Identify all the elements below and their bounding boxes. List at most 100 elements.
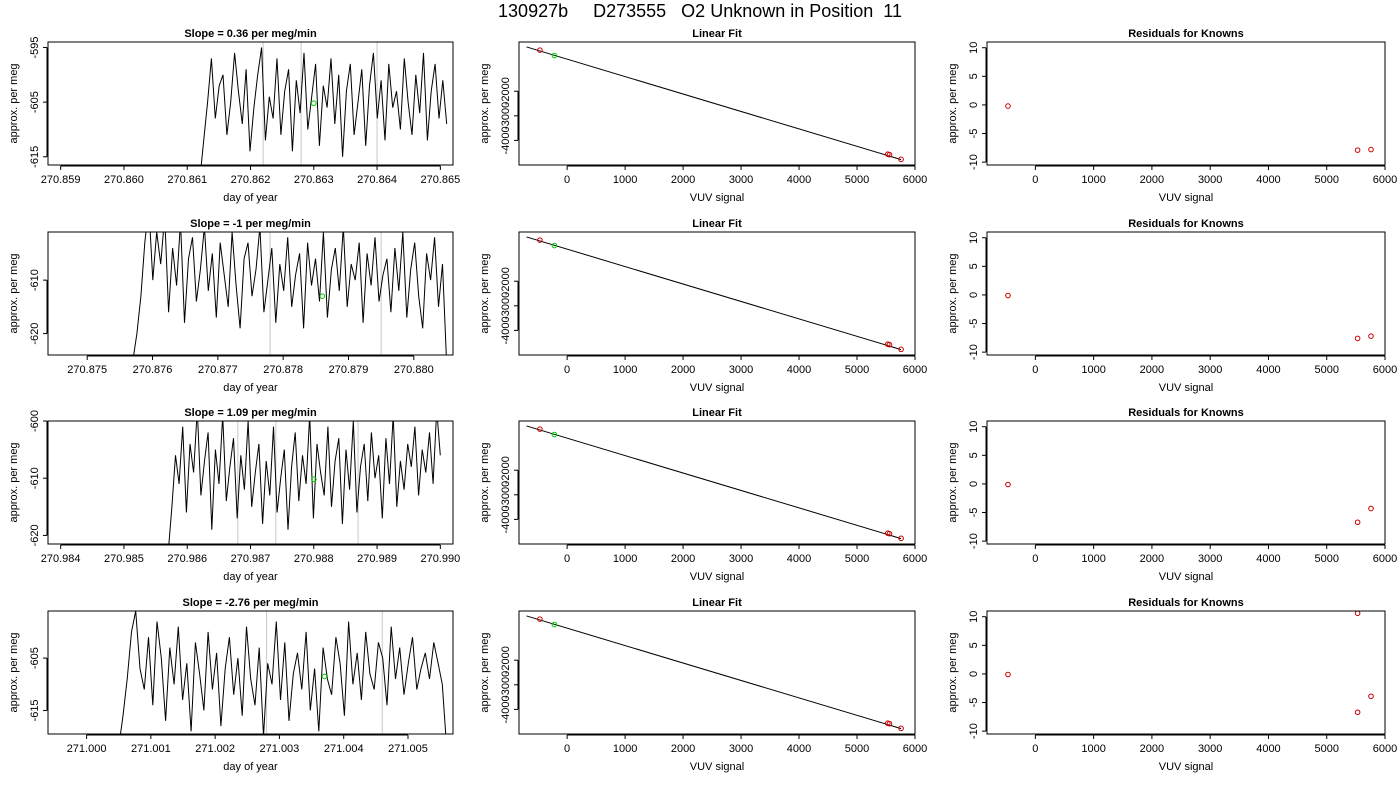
x-tick-label: 4000 bbox=[787, 743, 811, 755]
known-point bbox=[1005, 671, 1011, 678]
panel-title: Linear Fit bbox=[692, 218, 742, 230]
panel-title: Residuals for Knowns bbox=[1128, 28, 1244, 40]
y-tick-label: -2000 bbox=[500, 456, 512, 484]
y-axis-label: approx. per meg bbox=[479, 253, 491, 333]
known-point bbox=[1354, 335, 1361, 342]
x-tick-label: 2000 bbox=[671, 553, 695, 565]
x-tick-label: 5000 bbox=[845, 364, 869, 376]
panel-4-3: Residuals for Knowns 0 1000 2000 3000 4000 500… bbox=[947, 597, 1397, 773]
known-point bbox=[1368, 146, 1374, 153]
panel-title: Residuals for Knowns bbox=[1128, 407, 1244, 419]
x-tick-label: 270.990 bbox=[420, 553, 460, 565]
y-tick-label: -5 bbox=[968, 508, 980, 518]
y-axis-label: approx. per meg bbox=[8, 63, 20, 143]
y-tick-label: -3000 bbox=[500, 292, 512, 320]
x-tick-label: 0 bbox=[1032, 553, 1038, 565]
y-tick-label: -5 bbox=[968, 129, 980, 139]
y-tick-label: -10 bbox=[968, 154, 980, 170]
y-tick-label: -600 bbox=[29, 410, 41, 432]
fit-line bbox=[526, 46, 902, 161]
x-tick-label: 2000 bbox=[1140, 364, 1164, 376]
panel-title: Linear Fit bbox=[692, 597, 742, 609]
x-tick-label: 2000 bbox=[1140, 174, 1164, 186]
panel-title: Slope = 1.09 per meg/min bbox=[184, 407, 317, 419]
fit-line bbox=[526, 236, 902, 351]
y-tick-label: 5 bbox=[968, 642, 980, 648]
y-tick-label: -605 bbox=[29, 647, 41, 669]
x-tick-label: 271.000 bbox=[67, 743, 107, 755]
panel-2-3: Residuals for Knowns 0 1000 2000 3000 4000 500… bbox=[947, 218, 1397, 394]
known-point bbox=[1368, 333, 1374, 339]
fit-line bbox=[526, 425, 902, 540]
x-tick-label: 270.876 bbox=[133, 364, 173, 376]
y-tick-label: 10 bbox=[968, 42, 980, 54]
y-tick-label: -10 bbox=[968, 723, 980, 739]
x-tick-label: 4000 bbox=[1256, 174, 1280, 186]
x-tick-label: 3000 bbox=[729, 174, 753, 186]
plot-box bbox=[986, 41, 1386, 166]
y-tick-label: -4000 bbox=[500, 126, 512, 154]
x-tick-label: 0 bbox=[564, 174, 570, 186]
known-point bbox=[1354, 611, 1361, 617]
y-tick-label: -10 bbox=[968, 533, 980, 549]
x-tick-label: 4000 bbox=[787, 174, 811, 186]
panel-3-2: Linear Fit 0 1000 2000 3000 4000 5000 6000 -2000… bbox=[479, 407, 927, 583]
x-tick-label: 270.877 bbox=[198, 364, 238, 376]
x-tick-label: 3000 bbox=[1198, 553, 1222, 565]
y-axis-label: approx. per meg bbox=[947, 253, 959, 333]
x-axis-label: VUV signal bbox=[690, 761, 744, 773]
x-tick-label: 5000 bbox=[845, 743, 869, 755]
y-axis-label: approx. per meg bbox=[479, 63, 491, 143]
panel-title: Slope = -1 per meg/min bbox=[190, 218, 311, 230]
x-tick-label: 271.002 bbox=[195, 743, 235, 755]
x-tick-label: 5000 bbox=[1314, 743, 1338, 755]
y-axis-label: approx. per meg bbox=[479, 442, 491, 522]
x-tick-label: 0 bbox=[1032, 743, 1038, 755]
x-axis-label: VUV signal bbox=[1159, 192, 1213, 204]
y-tick-label: -10 bbox=[968, 344, 980, 360]
unknown-point bbox=[321, 673, 328, 680]
y-tick-label: -615 bbox=[29, 146, 41, 168]
y-tick-label: 5 bbox=[968, 73, 980, 79]
y-axis-label: approx. per meg bbox=[8, 253, 20, 333]
y-tick-label: -605 bbox=[29, 91, 41, 113]
y-axis-label: approx. per meg bbox=[947, 63, 959, 143]
plot-box bbox=[518, 231, 916, 356]
x-tick-label: 3000 bbox=[1198, 174, 1222, 186]
x-tick-label: 2000 bbox=[671, 743, 695, 755]
y-axis-label: approx. per meg bbox=[479, 632, 491, 712]
known-point bbox=[537, 47, 543, 53]
y-tick-label: -620 bbox=[29, 323, 41, 345]
y-axis-label: approx. per meg bbox=[947, 442, 959, 522]
x-tick-label: 270.862 bbox=[231, 174, 271, 186]
known-point bbox=[1368, 693, 1374, 700]
x-axis-label: day of year bbox=[223, 761, 278, 773]
x-axis-label: VUV signal bbox=[690, 571, 744, 583]
y-axis-label: approx. per meg bbox=[947, 632, 959, 712]
y-axis-label: approx. per meg bbox=[8, 442, 20, 522]
panel-1-2: Linear Fit 0 1000 2000 3000 4000 5000 6000 -2000… bbox=[479, 28, 927, 204]
x-tick-label: 5000 bbox=[1314, 364, 1338, 376]
plot-box bbox=[986, 610, 1386, 735]
series-line bbox=[168, 421, 441, 544]
x-tick-label: 0 bbox=[1032, 174, 1038, 186]
panel-1-3: Residuals for Knowns 0 1000 2000 3000 4000 500… bbox=[947, 28, 1397, 204]
x-tick-label: 1000 bbox=[1081, 743, 1105, 755]
x-tick-label: 1000 bbox=[613, 364, 637, 376]
x-tick-label: 0 bbox=[1032, 364, 1038, 376]
x-axis-label: day of year bbox=[223, 571, 278, 583]
y-tick-label: -5 bbox=[968, 698, 980, 708]
series-line bbox=[119, 611, 447, 734]
x-tick-label: 0 bbox=[564, 364, 570, 376]
known-point bbox=[886, 530, 893, 537]
known-point bbox=[898, 725, 904, 732]
x-tick-label: 4000 bbox=[1256, 364, 1280, 376]
x-tick-label: 270.985 bbox=[104, 553, 144, 565]
x-axis-label: day of year bbox=[223, 382, 278, 394]
x-tick-label: 2000 bbox=[671, 174, 695, 186]
x-tick-label: 3000 bbox=[1198, 743, 1222, 755]
x-tick-label: 1000 bbox=[1081, 553, 1105, 565]
x-tick-label: 2000 bbox=[1140, 553, 1164, 565]
y-tick-label: -4000 bbox=[500, 505, 512, 533]
plot-box bbox=[986, 420, 1386, 545]
